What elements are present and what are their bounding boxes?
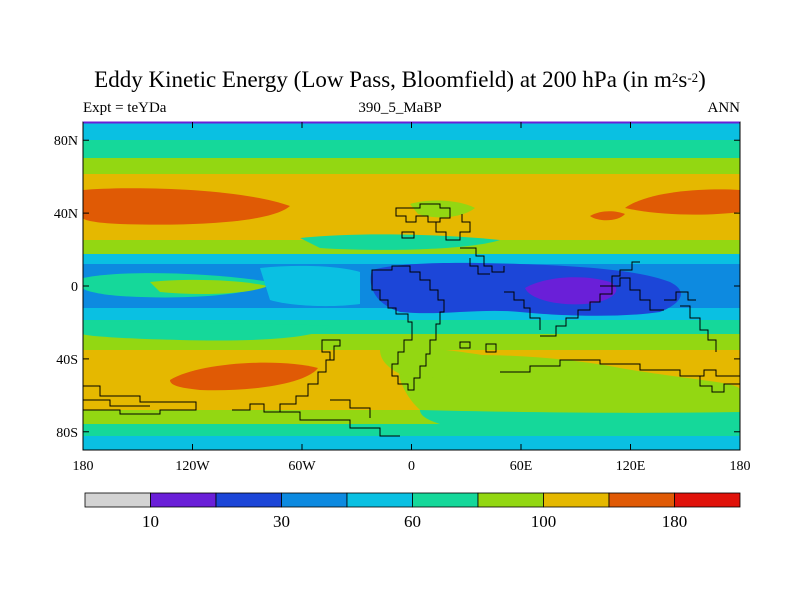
yellowgreen-north-patch bbox=[410, 200, 475, 218]
map-title-main: Eddy Kinetic Energy (Low Pass, Bloomfiel… bbox=[94, 67, 672, 92]
colorbar-box-4 bbox=[346, 492, 413, 508]
band-north-2 bbox=[83, 158, 740, 174]
orange-north-pacific-max bbox=[83, 188, 290, 225]
colorbar-box-2 bbox=[215, 492, 282, 508]
coastline-europe bbox=[395, 203, 451, 223]
map-title-sup2: -2 bbox=[687, 70, 699, 85]
lightblue-west-tropics bbox=[260, 265, 360, 307]
colorbar-box-8 bbox=[608, 492, 675, 508]
colorbar-box-9 bbox=[674, 492, 741, 508]
colorbar-box-3 bbox=[281, 492, 348, 508]
coastline-indonesia bbox=[600, 261, 640, 287]
yellowgreen-southern-ocean-east bbox=[398, 354, 740, 410]
coastline-tasman bbox=[699, 376, 740, 393]
yellowgreen-core-west-tropics bbox=[150, 279, 268, 294]
orange-south-pacific-max bbox=[170, 362, 318, 391]
coastline-south-america bbox=[321, 339, 341, 361]
coastline-south-indian bbox=[459, 341, 471, 349]
longitude-ticks: 180 120W 60W 0 60E 120E 180 bbox=[73, 122, 751, 474]
coastline-mediterranean bbox=[428, 214, 471, 241]
green-south-pacific bbox=[83, 320, 330, 341]
lon-label-0-3: 0 bbox=[408, 459, 415, 474]
coastline-africa bbox=[371, 265, 445, 391]
lat-label-40S: 40S bbox=[56, 353, 78, 368]
orange-north-atlantic-max bbox=[625, 189, 740, 215]
coastline-madagascar bbox=[485, 343, 497, 353]
lon-label-60W-2: 60W bbox=[288, 459, 316, 474]
latitude-ticks: 80N 40N 0 40S 80S bbox=[54, 134, 740, 441]
coastline-antarctic-pacific bbox=[83, 385, 197, 415]
map-title-mid: s bbox=[678, 67, 688, 92]
lon-label-120E-5: 120E bbox=[616, 459, 646, 474]
lat-label-40N: 40N bbox=[54, 207, 78, 222]
band-south-3 bbox=[83, 424, 740, 436]
lat-label-80S: 80S bbox=[56, 426, 78, 441]
lon-label-180-6: 180 bbox=[730, 459, 751, 474]
band-polar-south bbox=[83, 436, 740, 450]
coastline-iberia bbox=[401, 231, 415, 239]
lat-label-80N: 80N bbox=[54, 134, 78, 149]
coastline-greenland bbox=[469, 258, 490, 275]
map-title-end: ) bbox=[698, 67, 706, 92]
map-title-sup1: 2 bbox=[671, 70, 679, 85]
coastline-new-guinea bbox=[664, 291, 696, 301]
band-north-1 bbox=[83, 140, 740, 158]
contour-field bbox=[83, 122, 740, 450]
coastline-antarctic-peninsula bbox=[232, 403, 400, 437]
colorbar-label-30: 30 bbox=[273, 512, 290, 531]
coastline-south-atlantic bbox=[268, 359, 330, 413]
experiment-label: Expt = teYDa bbox=[83, 100, 167, 116]
colorbar: 10 30 60 100 180 bbox=[84, 492, 741, 531]
colorbar-box-5 bbox=[412, 492, 479, 508]
coastline-australia-east bbox=[680, 305, 717, 352]
orange-north-atlantic-small bbox=[590, 211, 625, 221]
purple-tropical-max bbox=[525, 277, 617, 305]
colorbar-box-1 bbox=[150, 492, 217, 508]
coastline-antarctic-east bbox=[500, 359, 740, 377]
coastline-middle-east bbox=[504, 291, 541, 330]
lon-label-60E-4: 60E bbox=[510, 459, 533, 474]
colorbar-box-6 bbox=[477, 492, 544, 508]
coastlines bbox=[83, 203, 740, 437]
colorbar-label-60: 60 bbox=[404, 512, 421, 531]
lat-label-0: 0 bbox=[71, 280, 78, 295]
colorbar-label-100: 100 bbox=[531, 512, 557, 531]
season-label: ANN bbox=[707, 100, 741, 116]
colorbar-label-180: 180 bbox=[662, 512, 688, 531]
band-tropic-north bbox=[83, 254, 740, 264]
coastline-west-antarctica bbox=[83, 399, 150, 407]
coastline-antarctic-atlantic bbox=[330, 399, 371, 418]
coastline-arabia bbox=[460, 247, 505, 273]
colorbar-label-10: 10 bbox=[142, 512, 159, 531]
colorbar-box-7 bbox=[543, 492, 610, 508]
yellowgreen-africa-south bbox=[380, 347, 490, 379]
map-title: Eddy Kinetic Energy (Low Pass, Bloomfiel… bbox=[0, 66, 800, 94]
run-label: 390_5_MaBP bbox=[358, 100, 442, 116]
green-mid-north bbox=[300, 234, 500, 250]
band-polar-north bbox=[83, 122, 740, 140]
green-south-band-east bbox=[420, 410, 740, 424]
lon-label-120W-1: 120W bbox=[175, 459, 210, 474]
coastline-australia-west bbox=[540, 277, 664, 337]
lon-label-180-0: 180 bbox=[73, 459, 94, 474]
colorbar-box-0 bbox=[84, 492, 151, 508]
